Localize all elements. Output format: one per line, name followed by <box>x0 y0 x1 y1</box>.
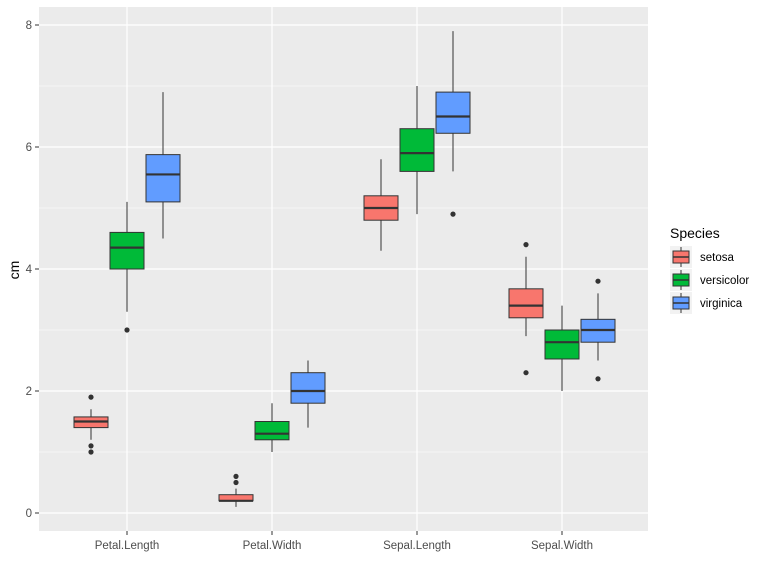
box-versicolor-Petal.Length <box>109 201 145 333</box>
box-iqr <box>399 128 435 172</box>
box-iqr <box>435 91 471 134</box>
box-virginica-Sepal.Width <box>580 278 616 382</box>
box-versicolor-Sepal.Width <box>544 305 580 391</box>
box-setosa-Petal.Length <box>73 394 109 455</box>
box-iqr <box>544 329 580 360</box>
x-axis: Petal.Length Petal.Width Sepal.Length Sepal… <box>95 531 593 552</box>
legend-label: versicolor <box>700 275 749 287</box>
legend-item-versicolor: versicolor <box>670 269 749 291</box>
minor-gridlines <box>39 85 648 453</box>
box-iqr <box>290 372 326 404</box>
box-virginica-Petal.Width <box>290 360 326 428</box>
y-axis-title: cm <box>6 261 22 280</box>
box-versicolor-Petal.Width <box>254 403 290 452</box>
legend-label: virginica <box>700 298 743 310</box>
legend: Species setosa versicolor virginica <box>670 225 749 314</box>
boxes <box>73 31 616 507</box>
y-axis: 0 2 4 6 8 <box>26 20 39 520</box>
outlier-point <box>233 473 239 479</box>
y-tick-label: 6 <box>26 142 32 154</box>
box-iqr <box>109 231 145 270</box>
outlier-point <box>595 278 601 284</box>
outlier-point <box>523 242 529 248</box>
y-tick-label: 8 <box>26 20 32 32</box>
outlier-point <box>88 394 94 400</box>
box-virginica-Sepal.Length <box>435 31 471 217</box>
y-tick-label: 2 <box>26 386 32 398</box>
legend-title: Species <box>670 225 720 241</box>
outlier-point <box>88 449 94 455</box>
x-tick-label: Petal.Length <box>95 540 160 552</box>
box-iqr <box>254 421 290 441</box>
box-virginica-Petal.Length <box>145 92 181 239</box>
outlier-point <box>233 479 239 486</box>
legend-item-setosa: setosa <box>670 246 734 268</box>
outlier-point <box>595 376 601 382</box>
x-tick-label: Sepal.Length <box>383 540 451 552</box>
legend-item-virginica: virginica <box>670 292 743 314</box>
box-setosa-Petal.Width <box>218 473 254 507</box>
outlier-point <box>450 211 456 217</box>
box-iqr <box>145 154 181 203</box>
outlier-point <box>523 370 529 376</box>
outlier-point <box>88 443 94 449</box>
box-iqr <box>508 288 544 319</box>
box-setosa-Sepal.Length <box>363 159 399 251</box>
box-setosa-Sepal.Width <box>508 242 544 376</box>
outlier-point <box>124 327 130 333</box>
x-tick-label: Sepal.Width <box>531 540 593 552</box>
x-tick-label: Petal.Width <box>243 540 302 552</box>
legend-label: setosa <box>700 252 734 264</box>
y-tick-label: 0 <box>26 508 32 520</box>
y-tick-label: 4 <box>26 264 33 276</box>
box-versicolor-Sepal.Length <box>399 86 435 215</box>
